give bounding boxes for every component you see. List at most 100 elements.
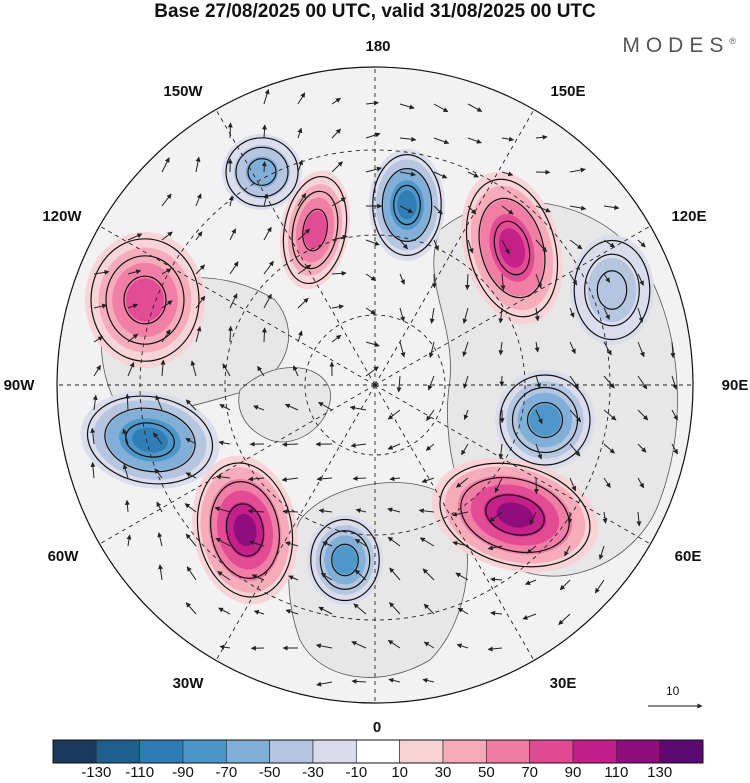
wind-vectors bbox=[90, 89, 678, 687]
wind-arrow bbox=[331, 97, 341, 105]
wind-arrow bbox=[603, 375, 615, 389]
wind-arrow bbox=[161, 329, 171, 343]
contour-line bbox=[485, 494, 545, 536]
wind-arrow bbox=[122, 463, 129, 479]
wind-arrow bbox=[387, 507, 401, 513]
wind-arrow bbox=[297, 264, 312, 275]
colorbar-tick-label: 10 bbox=[391, 764, 408, 781]
wind-arrow bbox=[93, 269, 110, 275]
colorbar-swatch bbox=[615, 739, 661, 764]
colorbar-swatch bbox=[182, 739, 227, 764]
wind-arrow bbox=[433, 239, 439, 251]
wind-arrow bbox=[399, 273, 405, 285]
wind-arrow bbox=[399, 171, 416, 177]
wind-arrow bbox=[365, 273, 377, 281]
label-30e: 30E bbox=[550, 675, 577, 692]
wind-arrow bbox=[322, 541, 333, 547]
wind-arrow bbox=[388, 677, 401, 683]
contour-line bbox=[123, 275, 167, 325]
wind-arrow bbox=[603, 477, 611, 489]
contour-line bbox=[196, 462, 294, 598]
wind-arrow bbox=[297, 127, 303, 139]
colorbar-tick-label: 110 bbox=[604, 764, 629, 781]
wind-arrow bbox=[533, 477, 539, 495]
wind-arrow bbox=[603, 273, 611, 283]
colorbar-swatch bbox=[95, 739, 141, 764]
wind-arrow bbox=[285, 541, 299, 547]
positive-center-north-pacific-east-level bbox=[303, 211, 327, 249]
wind-arrow bbox=[387, 409, 401, 420]
colorbar-swatch bbox=[312, 739, 357, 764]
wind-arrow bbox=[365, 341, 380, 348]
wind-arrow bbox=[253, 609, 265, 615]
wind-arrow bbox=[467, 137, 482, 144]
wind-arrow bbox=[636, 511, 642, 527]
negative-center-bering bbox=[369, 149, 445, 261]
positive-center-russia-contours bbox=[439, 462, 591, 568]
wind-arrow bbox=[456, 477, 469, 488]
wind-arrow bbox=[535, 205, 551, 213]
map-boundary bbox=[56, 66, 694, 704]
wind-arrow bbox=[490, 576, 503, 582]
wind-arrow bbox=[529, 511, 537, 526]
brand-text: MODES bbox=[622, 34, 730, 57]
contour-line bbox=[493, 220, 531, 276]
wind-arrow bbox=[93, 336, 104, 343]
wind-arrow bbox=[251, 574, 265, 581]
negative-center-east-siberia bbox=[570, 235, 654, 345]
wind-arrow bbox=[421, 477, 435, 484]
wind-arrow bbox=[185, 602, 197, 615]
wind-arrow bbox=[156, 501, 163, 513]
wind-arrow bbox=[185, 437, 197, 445]
label-0: 0 bbox=[373, 719, 381, 736]
wind-arrow bbox=[419, 537, 435, 547]
wind-arrow bbox=[461, 443, 469, 456]
contour-line bbox=[372, 154, 442, 257]
wind-arrow bbox=[451, 511, 469, 517]
colorbar-swatch bbox=[269, 739, 314, 764]
wind-arrow bbox=[263, 293, 272, 309]
meridian-line bbox=[374, 225, 651, 386]
reference-vector-label: 10 bbox=[666, 684, 680, 698]
wind-arrow bbox=[603, 205, 620, 211]
wind-arrow bbox=[428, 341, 435, 358]
contour-line bbox=[478, 197, 546, 299]
wind-arrow bbox=[365, 100, 379, 106]
wind-arrow bbox=[281, 477, 299, 482]
contour-line bbox=[105, 255, 185, 345]
wind-arrow bbox=[228, 195, 234, 207]
wind-arrow bbox=[331, 128, 341, 139]
wind-arrow bbox=[297, 297, 309, 309]
wind-arrow bbox=[215, 537, 231, 547]
colorbar-tick-label: -70 bbox=[215, 764, 238, 781]
wind-arrow bbox=[535, 134, 548, 140]
wind-arrow bbox=[426, 409, 435, 421]
colorbar-swatch bbox=[659, 739, 704, 764]
contour-line bbox=[596, 270, 628, 310]
wind-arrow bbox=[433, 205, 443, 215]
contour-line bbox=[319, 530, 371, 590]
wind-arrow bbox=[535, 409, 543, 425]
positive-center-north-america bbox=[85, 232, 205, 368]
wind-arrow bbox=[229, 228, 236, 241]
wind-arrow bbox=[569, 341, 576, 354]
latitude-circle bbox=[224, 234, 526, 536]
wind-arrow bbox=[602, 511, 608, 524]
wind-arrow bbox=[535, 443, 543, 460]
wind-arrow bbox=[331, 234, 348, 241]
colorbar-tick-label: 50 bbox=[477, 764, 495, 781]
wind-arrow bbox=[331, 334, 342, 343]
wind-arrow bbox=[354, 569, 367, 581]
wind-arrow bbox=[227, 325, 233, 343]
wind-arrow bbox=[127, 269, 142, 275]
wind-arrow bbox=[318, 606, 333, 615]
wind-arrow bbox=[365, 132, 381, 139]
wind-arrow bbox=[365, 239, 380, 246]
positive-center-kamchatka-level bbox=[498, 228, 526, 268]
wind-arrow bbox=[569, 307, 575, 318]
wind-arrow bbox=[399, 136, 417, 142]
wind-arrow bbox=[331, 161, 343, 173]
wind-arrow bbox=[185, 472, 197, 479]
wind-arrow bbox=[122, 428, 129, 445]
wind-arrow bbox=[535, 375, 541, 389]
